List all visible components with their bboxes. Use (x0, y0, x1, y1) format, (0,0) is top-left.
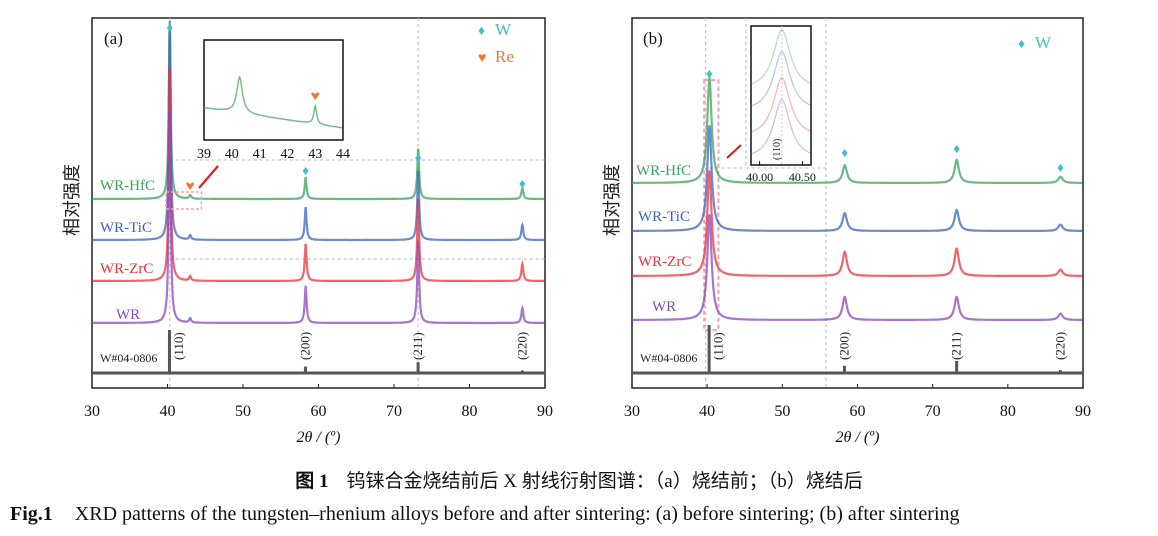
panel-label: (a) (104, 29, 123, 48)
legend-label: Re (495, 47, 514, 66)
x-tick-label: 40 (699, 403, 715, 420)
caption-cn-text: 钨铼合金烧结前后 X 射线衍射图谱：（a）烧结前；（b）烧结后 (346, 471, 863, 492)
x-tick-label: 90 (1075, 403, 1091, 420)
trace-wr-tic (632, 125, 1083, 232)
series-label: WR (652, 299, 676, 315)
series-label: WR-TiC (100, 220, 152, 236)
hkl-label: (211) (410, 332, 425, 360)
x-tick-label: 50 (774, 403, 790, 420)
highlight-box (165, 191, 203, 210)
reference-label: W#04-0806 (640, 351, 697, 365)
arrow-icon (726, 144, 742, 159)
x-tick-label: 90 (537, 403, 553, 420)
inset-trace (203, 75, 343, 129)
series-label: WR-ZrC (100, 261, 153, 277)
plot-frame (631, 17, 1084, 389)
re-marker-icon (311, 92, 320, 100)
x-tick-label: 40 (160, 403, 176, 420)
trace-wr-zrc (632, 170, 1083, 277)
legend-diamond-icon: ♦ (478, 24, 485, 39)
inset-trace-wr-hfc (750, 29, 811, 85)
legend-diamond-icon: ♦ (1018, 37, 1025, 52)
w-marker-icon (706, 70, 713, 78)
x-tick-label: 80 (462, 403, 478, 420)
hkl-label: (200) (837, 332, 852, 360)
trace-wr-hfc (632, 77, 1083, 184)
trace-wr (632, 214, 1083, 321)
legend-label: W (495, 20, 512, 39)
x-tick-label: 70 (386, 403, 402, 420)
x-tick-label: 30 (84, 403, 100, 420)
series-label: WR-HfC (636, 163, 691, 179)
chart-panel-b: WR-HfC WR-TiC WR-ZrC WR W#04-0806 (110) (200) (… (602, 17, 1091, 446)
y-axis-label: 相对强度 (62, 164, 82, 236)
w-marker-icon (302, 167, 309, 175)
caption-chinese: 图 1 钨铼合金烧结前后 X 射线衍射图谱：（a）烧结前；（b）烧结后 (0, 466, 1158, 493)
inset-tick-label: 42 (280, 147, 294, 162)
hkl-label: (211) (949, 332, 964, 360)
panel-label: (b) (643, 29, 663, 48)
inset-hkl-label: (110) (772, 139, 783, 160)
w-marker-icon (841, 149, 848, 157)
x-tick-label: 70 (925, 403, 941, 420)
inset-tick-label: 43 (308, 147, 322, 162)
x-axis-label: 2θ / (º) (297, 429, 341, 446)
inset-tick-label: 39 (197, 147, 211, 162)
x-tick-label: 30 (624, 403, 640, 420)
re-marker-icon (186, 182, 195, 190)
inset-frame (750, 25, 812, 166)
xrd-figure: WR-HfC WR-TiC WR-ZrC WR W#04-0806 (110) (200) (… (62, 17, 1091, 446)
w-marker-icon (1057, 164, 1064, 172)
chart-panel-a: WR-HfC WR-TiC WR-ZrC WR W#04-0806 (110) (200) (… (62, 17, 553, 446)
inset-tick-label: 40.00 (746, 170, 773, 184)
x-tick-label: 60 (311, 403, 327, 420)
hkl-label: (220) (514, 332, 529, 360)
x-tick-label: 50 (235, 403, 251, 420)
inset-tick-label: 40 (225, 147, 239, 162)
inset-tick-label: 40.50 (789, 170, 816, 184)
series-label: WR (116, 307, 140, 323)
legend-label: W (1035, 33, 1052, 52)
x-tick-label: 60 (850, 403, 866, 420)
trace-wr (92, 109, 545, 325)
inset-tick-label: 41 (253, 147, 267, 162)
highlight-box (703, 79, 720, 331)
y-axis-label: 相对强度 (602, 164, 622, 236)
series-label: WR-ZrC (638, 254, 691, 270)
w-marker-icon (519, 180, 526, 188)
hkl-label: (110) (171, 332, 186, 360)
x-axis-label: 2θ / (º) (836, 429, 880, 446)
inset-panel: 39 40 41 42 43 44 (197, 39, 350, 162)
reference-label: W#04-0806 (100, 351, 157, 365)
w-marker-icon (415, 154, 422, 162)
inset-frame (203, 39, 344, 141)
hkl-label: (110) (710, 332, 725, 360)
w-marker-icon (166, 24, 173, 32)
inset-panel: 40.00 40.50 (110) (746, 25, 816, 184)
legend-heart-icon: ♥ (478, 51, 486, 66)
hkl-label: (200) (298, 332, 313, 360)
caption-english: Fig.1 XRD patterns of the tungsten–rheniu… (10, 503, 960, 526)
inset-trace-wr-zrc (750, 77, 811, 133)
inset-tick-label: 44 (336, 147, 350, 162)
hkl-label: (220) (1052, 332, 1067, 360)
caption-en-text: XRD patterns of the tungsten–rhenium all… (74, 503, 960, 525)
inset-trace-wr (750, 99, 811, 155)
arrow-icon (198, 165, 219, 189)
series-label: WR-TiC (638, 209, 690, 225)
series-label: WR-HfC (100, 178, 155, 194)
caption-cn-label: 图 1 (295, 471, 329, 492)
caption-en-label: Fig.1 (10, 503, 53, 525)
w-marker-icon (953, 145, 960, 153)
inset-trace-wr-tic (750, 51, 811, 107)
x-tick-label: 80 (1000, 403, 1016, 420)
